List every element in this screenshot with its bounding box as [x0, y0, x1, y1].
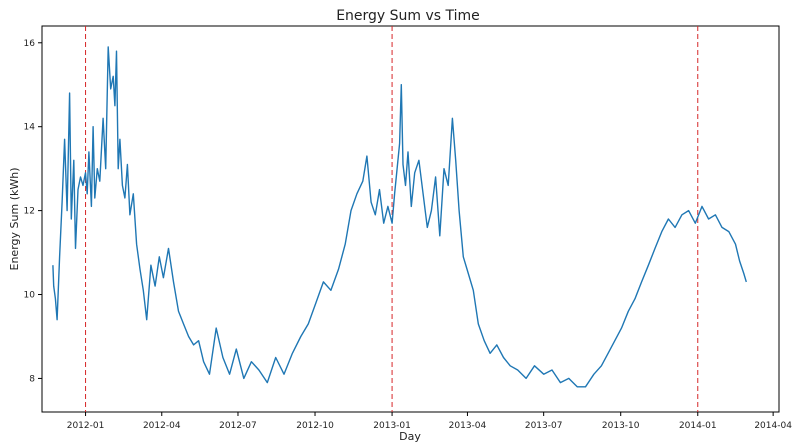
x-axis-ticks: 2012-01 2012-04 2012-07 2012-10 2013-01 2013-…	[67, 412, 792, 431]
x-tick-label: 2013-04	[449, 421, 487, 431]
x-tick-label: 2012-10	[296, 421, 334, 431]
y-tick-label: 16	[24, 39, 36, 49]
series-layer	[52, 46, 747, 388]
x-tick-label: 2012-07	[219, 421, 257, 431]
y-axis-title: Energy Sum (kWh)	[8, 168, 21, 271]
x-tick-label: 2012-04	[143, 421, 181, 431]
x-tick-label: 2013-10	[602, 421, 640, 431]
chart-title: Energy Sum vs Time	[336, 8, 480, 24]
x-tick-label: 2013-01	[373, 421, 411, 431]
x-tick-label: 2014-01	[679, 421, 717, 431]
y-tick-label: 12	[24, 207, 35, 217]
x-axis-title: Day	[399, 430, 421, 443]
y-tick-label: 10	[24, 291, 36, 301]
y-tick-label: 14	[24, 123, 36, 133]
y-tick-label: 8	[29, 374, 35, 384]
plot-area-frame	[41, 25, 780, 413]
energy-series-line	[52, 46, 747, 388]
x-tick-label: 2013-07	[525, 421, 563, 431]
x-tick-label: 2014-04	[754, 421, 792, 431]
x-tick-label: 2012-01	[67, 421, 105, 431]
y-axis-ticks: 8 10 12 14 16	[24, 39, 42, 384]
